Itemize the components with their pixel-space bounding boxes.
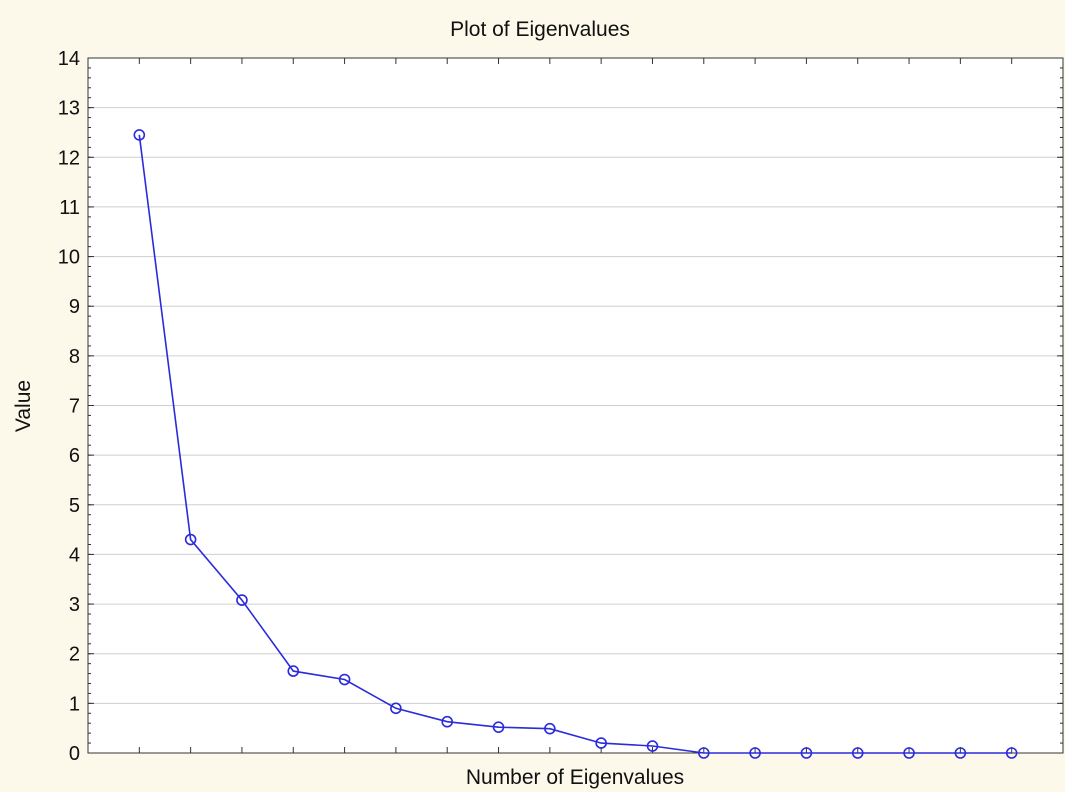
data-point — [441, 715, 454, 728]
y-tick-label: 2 — [69, 644, 80, 666]
x-axis-label: Number of Eigenvalues — [466, 766, 684, 789]
data-point — [646, 740, 659, 752]
gridlines — [88, 107, 1063, 704]
data-point — [595, 737, 607, 749]
y-tick-label: 14 — [58, 48, 80, 70]
data-point — [954, 747, 967, 759]
data-point — [133, 129, 146, 141]
chart-title: Plot of Eigenvalues — [450, 18, 630, 41]
y-tick-label: 7 — [69, 396, 80, 418]
y-tick-label: 6 — [69, 445, 80, 467]
data-point — [851, 747, 864, 759]
y-tick-label: 8 — [69, 346, 80, 368]
y-tick-label: 4 — [69, 544, 80, 566]
data-point — [697, 747, 710, 759]
data-point — [390, 702, 402, 715]
y-tick-label: 5 — [69, 495, 80, 517]
data-point — [236, 594, 248, 606]
y-tick-label: 13 — [58, 98, 80, 120]
series-eigenvalues — [133, 129, 1018, 759]
y-tick-label: 9 — [69, 296, 80, 318]
y-axis-label: Value — [12, 380, 35, 432]
data-point — [749, 747, 761, 759]
y-tick-label: 0 — [69, 743, 80, 765]
y-tick-label: 11 — [59, 197, 80, 219]
y-tick-label: 10 — [58, 247, 80, 269]
data-point — [1005, 747, 1018, 759]
data-point — [287, 665, 300, 677]
series-line — [138, 134, 1012, 754]
data-point — [544, 722, 556, 735]
data-point — [800, 747, 813, 759]
x-axis — [138, 58, 1013, 753]
data-point — [338, 673, 351, 686]
data-point — [492, 721, 505, 733]
y-tick-label: 12 — [58, 147, 80, 169]
data-point — [903, 747, 915, 759]
y-tick-label: 3 — [69, 594, 80, 616]
data-point — [184, 533, 197, 546]
y-tick-label: 1 — [69, 693, 80, 715]
